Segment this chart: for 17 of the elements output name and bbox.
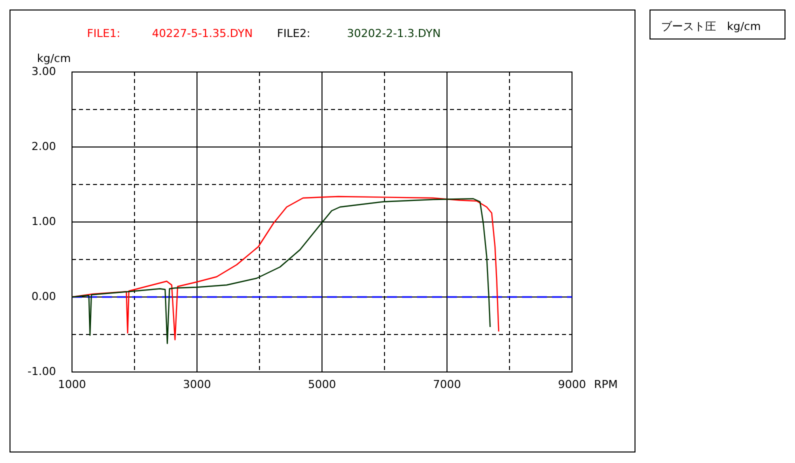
y-tick-label: 2.00 bbox=[32, 140, 56, 153]
y-axis-title: kg/cm bbox=[37, 52, 71, 65]
text: FILE2: bbox=[277, 27, 310, 40]
x-tick-label: 5000 bbox=[308, 378, 336, 391]
x-tick-label: 1000 bbox=[58, 378, 86, 391]
x-tick-label: 9000 bbox=[558, 378, 586, 391]
y-tick-label: -1.00 bbox=[28, 365, 56, 378]
x-tick-label: 7000 bbox=[433, 378, 461, 391]
text: FILE1: bbox=[87, 27, 120, 40]
text: 40227-5-1.35.DYN bbox=[152, 27, 253, 40]
text: 30202-2-1.3.DYN bbox=[347, 27, 441, 40]
y-tick-label: 1.00 bbox=[32, 215, 56, 228]
y-tick-label: 3.00 bbox=[32, 65, 56, 78]
y-tick-label: 0.00 bbox=[32, 290, 56, 303]
x-tick-label: 3000 bbox=[183, 378, 211, 391]
x-axis-title: RPM bbox=[594, 378, 618, 391]
text: ブースト圧 kg/cm bbox=[661, 20, 761, 33]
